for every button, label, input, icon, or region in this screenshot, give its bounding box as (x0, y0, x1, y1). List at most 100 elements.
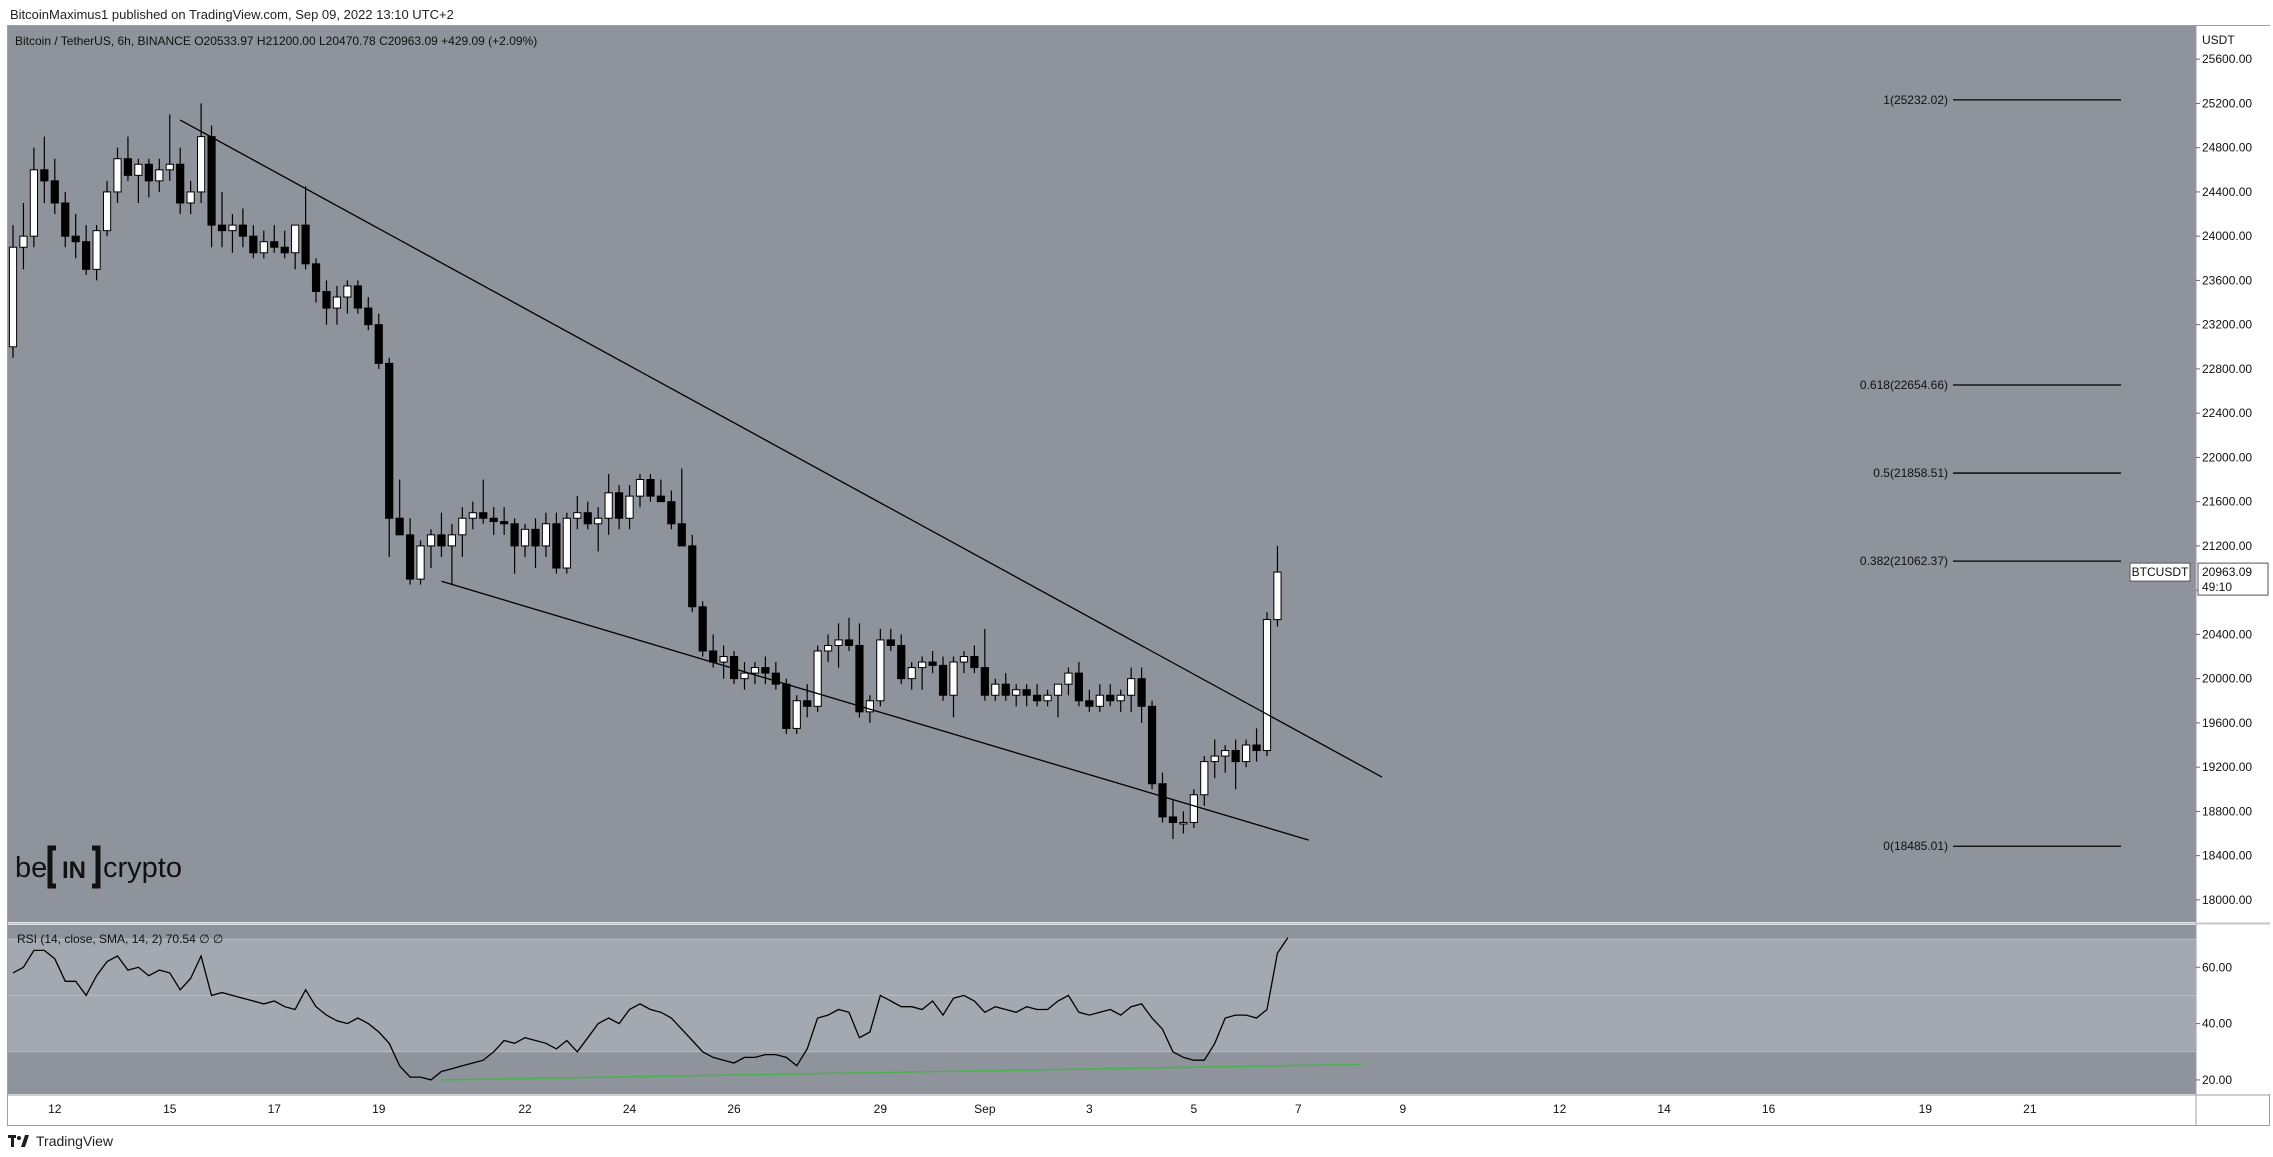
tradingview-logo-icon[interactable] (8, 1134, 30, 1148)
candle-down[interactable] (238, 224, 248, 237)
candle-down[interactable] (364, 307, 373, 326)
candle-up[interactable] (134, 163, 143, 176)
candle-up[interactable] (834, 639, 843, 646)
candle-down[interactable] (353, 285, 362, 309)
candle-down[interactable] (1168, 816, 1178, 823)
candle-down[interactable] (771, 672, 780, 685)
candle-down[interactable] (301, 224, 310, 265)
candle-down[interactable] (583, 512, 592, 525)
candle-up[interactable] (416, 545, 425, 580)
trendline-descending-resistance[interactable] (179, 119, 1383, 778)
candle-down[interactable] (782, 683, 791, 729)
trendline-descending-support[interactable] (441, 580, 1309, 841)
candle-down[interactable] (698, 606, 707, 652)
candle-down[interactable] (500, 521, 509, 525)
candle-up[interactable] (458, 517, 467, 536)
candle-down[interactable] (311, 263, 321, 292)
rsi-line[interactable] (12, 937, 1289, 1081)
candle-down[interactable] (980, 667, 989, 696)
candle-up[interactable] (824, 644, 833, 652)
candle-down[interactable] (615, 492, 624, 519)
candle-up[interactable] (991, 683, 1000, 696)
candle-up[interactable] (918, 661, 927, 669)
candle-down[interactable] (40, 169, 49, 182)
candle-down[interactable] (479, 512, 488, 519)
candle-up[interactable] (625, 495, 634, 519)
candle-up[interactable] (8, 246, 18, 348)
candle-up[interactable] (719, 656, 728, 663)
candle-down[interactable] (374, 324, 383, 364)
footer-brand[interactable]: TradingView (36, 1133, 114, 1149)
candle-up[interactable] (1064, 672, 1073, 685)
candle-up[interactable] (750, 667, 760, 674)
candle-up[interactable] (541, 523, 551, 547)
candle-down[interactable] (1106, 694, 1115, 702)
candle-down[interactable] (1158, 783, 1167, 818)
candle-up[interactable] (92, 230, 101, 270)
candle-down[interactable] (1074, 672, 1084, 702)
candle-up[interactable] (1053, 683, 1063, 696)
candle-up[interactable] (1242, 744, 1251, 763)
candle-down[interactable] (1231, 750, 1240, 763)
candle-down[interactable] (144, 163, 153, 182)
candle-up[interactable] (155, 169, 164, 182)
candle-up[interactable] (332, 296, 342, 309)
candle-up[interactable] (228, 224, 237, 232)
candle-up[interactable] (1095, 694, 1104, 707)
candle-up[interactable] (573, 512, 582, 519)
candle-up[interactable] (635, 479, 645, 497)
rsi-divergence-line[interactable] (441, 1063, 1362, 1081)
candle-down[interactable] (489, 517, 498, 523)
candle-up[interactable] (102, 191, 112, 232)
candle-up[interactable] (604, 492, 613, 519)
candle-up[interactable] (1200, 761, 1209, 796)
candle-up[interactable] (876, 639, 885, 702)
candle-down[interactable] (71, 235, 80, 243)
candle-down[interactable] (50, 180, 59, 204)
candle-down[interactable] (1137, 678, 1146, 707)
candle-up[interactable] (907, 667, 916, 680)
price-axis-area[interactable] (2196, 26, 2270, 1094)
candle-up[interactable] (197, 136, 206, 193)
candle-up[interactable] (468, 512, 477, 519)
candle-up[interactable] (426, 534, 436, 547)
symbol-legend[interactable]: Bitcoin / TetherUS, 6h, BINANCE O20533.9… (15, 34, 537, 48)
candle-down[interactable] (1022, 689, 1031, 696)
candle-down[interactable] (709, 650, 718, 663)
candle-up[interactable] (949, 661, 958, 696)
candle-up[interactable] (447, 534, 456, 547)
candle-up[interactable] (1127, 678, 1136, 696)
candle-down[interactable] (677, 523, 686, 547)
candle-up[interactable] (343, 285, 352, 298)
candle-up[interactable] (865, 700, 874, 713)
candle-down[interactable] (176, 163, 185, 204)
candle-down[interactable] (82, 241, 91, 270)
candle-down[interactable] (61, 202, 70, 237)
candle-down[interactable] (1252, 744, 1261, 752)
candle-down[interactable] (552, 523, 561, 569)
candle-down[interactable] (270, 241, 279, 248)
candle-up[interactable] (813, 650, 822, 707)
candle-up[interactable] (259, 241, 268, 254)
candle-down[interactable] (855, 644, 864, 713)
candle-down[interactable] (531, 528, 540, 547)
candle-down[interactable] (385, 362, 394, 519)
candle-down[interactable] (688, 545, 697, 608)
candle-up[interactable] (1262, 619, 1272, 752)
candle-down[interactable] (1147, 705, 1157, 785)
candle-up[interactable] (562, 517, 571, 569)
candle-down[interactable] (1001, 683, 1010, 696)
candle-down[interactable] (938, 664, 948, 696)
candle-up[interactable] (1273, 571, 1282, 621)
candle-up[interactable] (1043, 694, 1052, 702)
rsi-legend[interactable]: RSI (14, close, SMA, 14, 2) 70.54 ∅ ∅ (17, 932, 223, 946)
candle-up[interactable] (792, 700, 801, 729)
candle-down[interactable] (249, 235, 258, 254)
price-panel[interactable] (8, 26, 2196, 922)
candle-up[interactable] (1189, 794, 1198, 823)
candle-up[interactable] (19, 235, 28, 248)
candle-down[interactable] (510, 523, 519, 547)
candle-down[interactable] (646, 479, 655, 497)
candle-down[interactable] (970, 656, 979, 669)
candle-down[interactable] (123, 158, 133, 176)
